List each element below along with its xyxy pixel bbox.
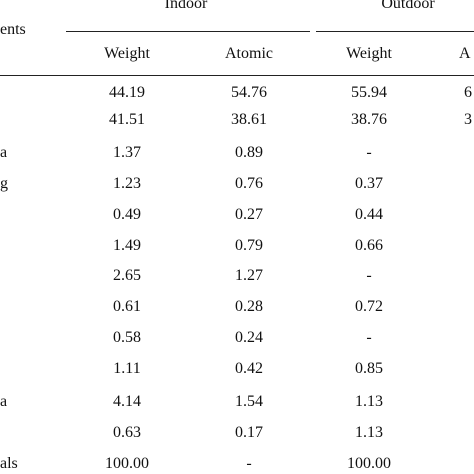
cell-outdoor-weight: 0.85	[355, 360, 383, 377]
cell-indoor-atomic: 38.61	[231, 111, 267, 128]
cell-outdoor-weight: 0.44	[355, 206, 383, 223]
cell-indoor-atomic: 0.42	[235, 360, 263, 377]
cell-indoor-atomic: 0.76	[235, 175, 263, 192]
cell-indoor-weight: 0.63	[113, 424, 141, 441]
cell-indoor-atomic: 0.24	[235, 329, 263, 346]
group-header-indoor: Indoor	[164, 0, 208, 12]
row-label: a	[0, 393, 8, 410]
row-label: a	[0, 144, 8, 161]
cell-indoor-atomic: -	[246, 455, 252, 472]
cell-outdoor-weight: -	[366, 267, 372, 284]
cell-indoor-atomic: 1.54	[235, 393, 263, 410]
cell-indoor-atomic: 1.27	[235, 267, 263, 284]
group-header-outdoor: Outdoor	[381, 0, 435, 12]
cell-outdoor-atomic: 6	[464, 84, 472, 101]
cell-outdoor-weight: 38.76	[351, 111, 387, 128]
elements-header: ents	[0, 21, 26, 38]
cell-outdoor-weight: -	[366, 329, 372, 346]
cell-indoor-atomic: 0.27	[235, 206, 263, 223]
group-underline-indoor	[66, 31, 310, 32]
row-label: g	[0, 175, 8, 192]
cell-indoor-weight: 1.23	[113, 175, 141, 192]
cell-indoor-weight: 0.61	[113, 298, 141, 315]
subheader-indoor-atomic: Atomic	[225, 45, 273, 62]
cell-indoor-atomic: 0.89	[235, 144, 263, 161]
cell-outdoor-atomic: 3	[464, 111, 472, 128]
cell-indoor-weight: 100.00	[105, 455, 149, 472]
cell-outdoor-weight: 0.66	[355, 237, 383, 254]
subheader-indoor-weight: Weight	[104, 45, 150, 62]
cell-indoor-atomic: 0.17	[235, 424, 263, 441]
cell-outdoor-weight: 0.37	[355, 175, 383, 192]
cell-indoor-atomic: 0.79	[235, 237, 263, 254]
cell-indoor-weight: 41.51	[109, 111, 145, 128]
cell-indoor-weight: 1.37	[113, 144, 141, 161]
cell-indoor-weight: 44.19	[109, 84, 145, 101]
cell-outdoor-weight: -	[366, 144, 372, 161]
cell-indoor-weight: 1.49	[113, 237, 141, 254]
cell-indoor-weight: 0.49	[113, 206, 141, 223]
subheader-outdoor-atomic: A	[459, 45, 471, 62]
row-label: als	[0, 455, 18, 472]
cell-indoor-weight: 4.14	[113, 393, 141, 410]
cell-outdoor-weight: 1.13	[355, 393, 383, 410]
cell-outdoor-weight: 100.00	[347, 455, 391, 472]
subheader-outdoor-weight: Weight	[346, 45, 392, 62]
cell-indoor-atomic: 54.76	[231, 84, 267, 101]
cell-indoor-weight: 2.65	[113, 267, 141, 284]
cell-outdoor-weight: 1.13	[355, 424, 383, 441]
cell-indoor-weight: 1.11	[113, 360, 141, 377]
cell-indoor-atomic: 0.28	[235, 298, 263, 315]
group-underline-outdoor	[316, 31, 474, 32]
cell-outdoor-weight: 55.94	[351, 84, 387, 101]
header-bottom-rule	[0, 75, 474, 76]
cell-indoor-weight: 0.58	[113, 329, 141, 346]
cell-outdoor-weight: 0.72	[355, 298, 383, 315]
